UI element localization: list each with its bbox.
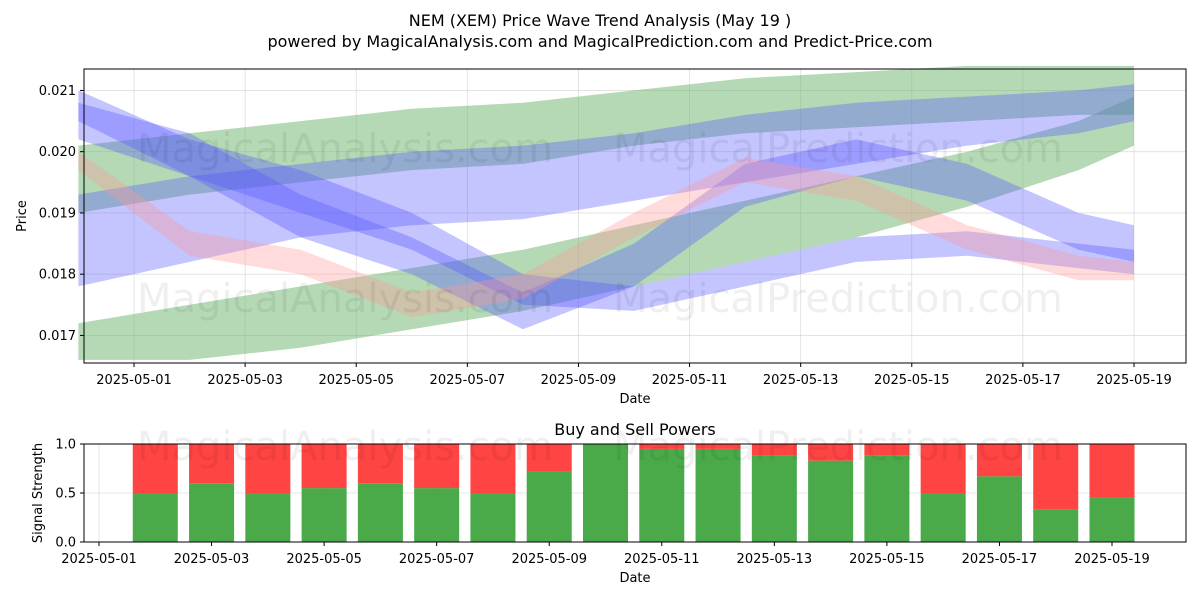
chart-title: NEM (XEM) Price Wave Trend Analysis (May… bbox=[409, 11, 792, 30]
price-x-tick-label: 2025-05-03 bbox=[207, 373, 283, 388]
power-x-tick-label: 2025-05-13 bbox=[737, 552, 813, 567]
buy-bar bbox=[189, 483, 235, 542]
sell-bar bbox=[470, 444, 516, 493]
sell-bar bbox=[695, 444, 741, 449]
watermark-analysis-main-2: MagicalAnalysis.com bbox=[137, 276, 553, 322]
buy-bar bbox=[582, 444, 629, 542]
sell-bar bbox=[976, 444, 1022, 477]
band-green-band-lower bbox=[78, 96, 1134, 360]
buy-sell-title: Buy and Sell Powers bbox=[554, 420, 716, 439]
price-x-tick-label: 2025-05-05 bbox=[318, 373, 394, 388]
price-x-tick-label: 2025-05-07 bbox=[430, 373, 506, 388]
band-green-band-upper bbox=[78, 65, 1134, 213]
price-axes-frame bbox=[83, 68, 1187, 364]
sell-bar bbox=[301, 444, 347, 489]
price-x-tick-label: 2025-05-13 bbox=[763, 373, 839, 388]
power-y-tick-label: 0.0 bbox=[55, 536, 76, 551]
buy-bar bbox=[245, 493, 291, 542]
price-y-tick-label: 0.018 bbox=[39, 268, 76, 283]
price-x-ticks: 2025-05-01 2025-05-03 2025-05-05 2025-05-07… bbox=[96, 363, 1172, 388]
price-y-ticks: 0.017 0.018 0.019 0.020 0.021 bbox=[39, 84, 84, 344]
sell-bar bbox=[132, 444, 178, 493]
buy-bar bbox=[976, 476, 1022, 542]
power-x-tick-label: 2025-05-07 bbox=[399, 552, 475, 567]
price-x-tick-label: 2025-05-01 bbox=[96, 373, 172, 388]
power-x-ticks: 2025-05-01 2025-05-03 2025-05-05 2025-05-07… bbox=[61, 542, 1150, 567]
power-y-tick-label: 1.0 bbox=[55, 438, 76, 453]
sell-bar bbox=[639, 444, 685, 449]
power-x-tick-label: 2025-05-15 bbox=[849, 552, 925, 567]
price-bands bbox=[78, 65, 1134, 360]
price-wave-panel: MagicalAnalysis.com MagicalPrediction.co… bbox=[15, 65, 1187, 407]
watermark-prediction-main-2: MagicalPrediction.com bbox=[613, 276, 1063, 322]
sell-bar bbox=[245, 444, 291, 493]
price-x-axis-label: Date bbox=[619, 392, 650, 407]
watermark-analysis-power: MagicalAnalysis.com bbox=[137, 424, 553, 470]
sell-bar bbox=[357, 444, 403, 484]
sell-bar bbox=[920, 444, 966, 493]
band-blue-wave-1 bbox=[78, 90, 1134, 311]
power-bars bbox=[132, 444, 1135, 542]
buy-bar bbox=[301, 488, 347, 542]
buy-bar bbox=[470, 493, 516, 542]
buy-bar bbox=[357, 483, 403, 542]
buy-bar bbox=[920, 493, 966, 542]
price-x-tick-label: 2025-05-15 bbox=[874, 373, 950, 388]
sell-bar bbox=[864, 444, 910, 456]
sell-bar bbox=[189, 444, 235, 484]
power-x-tick-label: 2025-05-11 bbox=[624, 552, 700, 567]
power-x-tick-label: 2025-05-05 bbox=[286, 552, 362, 567]
buy-bar bbox=[132, 493, 178, 542]
power-x-tick-label: 2025-05-09 bbox=[511, 552, 587, 567]
buy-bar bbox=[639, 448, 685, 542]
price-y-tick-label: 0.021 bbox=[39, 84, 76, 99]
power-x-tick-label: 2025-05-17 bbox=[962, 552, 1038, 567]
band-blue-wave-2 bbox=[78, 102, 1134, 330]
power-x-axis-label: Date bbox=[619, 571, 650, 586]
price-y-tick-label: 0.019 bbox=[39, 206, 76, 221]
buy-bar bbox=[414, 488, 460, 542]
power-y-ticks: 0.0 0.5 1.0 bbox=[55, 438, 84, 551]
price-y-tick-label: 0.017 bbox=[39, 329, 76, 344]
buy-sell-panel: Buy and Sell Powers MagicalAnalysis.com … bbox=[31, 420, 1187, 586]
band-pink-wave bbox=[78, 151, 1134, 318]
sell-bar bbox=[1033, 444, 1079, 510]
power-x-tick-label: 2025-05-01 bbox=[61, 552, 137, 567]
buy-bar bbox=[526, 471, 572, 542]
sell-bar bbox=[526, 444, 572, 472]
price-y-tick-label: 0.020 bbox=[39, 145, 76, 160]
watermark-prediction-main-1: MagicalPrediction.com bbox=[613, 126, 1063, 172]
price-x-tick-label: 2025-05-17 bbox=[985, 373, 1061, 388]
watermark-analysis-main-1: MagicalAnalysis.com bbox=[137, 126, 553, 172]
buy-bar bbox=[808, 460, 854, 542]
price-x-tick-label: 2025-05-11 bbox=[652, 373, 728, 388]
buy-bar bbox=[1089, 497, 1135, 542]
buy-bar bbox=[695, 448, 741, 542]
sell-bar bbox=[751, 444, 797, 456]
sell-bar bbox=[414, 444, 460, 489]
band-blue-trend-band bbox=[78, 84, 1134, 287]
power-x-tick-label: 2025-05-19 bbox=[1074, 552, 1150, 567]
power-x-tick-label: 2025-05-03 bbox=[174, 552, 250, 567]
buy-bar bbox=[1033, 509, 1079, 542]
watermark-prediction-power: MagicalPrediction.com bbox=[613, 424, 1063, 470]
buy-bar bbox=[864, 455, 910, 542]
buy-bar bbox=[751, 455, 797, 542]
power-y-tick-label: 0.5 bbox=[55, 487, 76, 502]
price-x-tick-label: 2025-05-19 bbox=[1096, 373, 1172, 388]
chart-subtitle: powered by MagicalAnalysis.com and Magic… bbox=[267, 32, 932, 51]
price-y-axis-label: Price bbox=[15, 200, 30, 232]
sell-bar bbox=[1089, 444, 1135, 498]
sell-bar bbox=[808, 444, 854, 461]
price-x-tick-label: 2025-05-09 bbox=[541, 373, 617, 388]
power-y-axis-label: Signal Strength bbox=[31, 443, 46, 543]
